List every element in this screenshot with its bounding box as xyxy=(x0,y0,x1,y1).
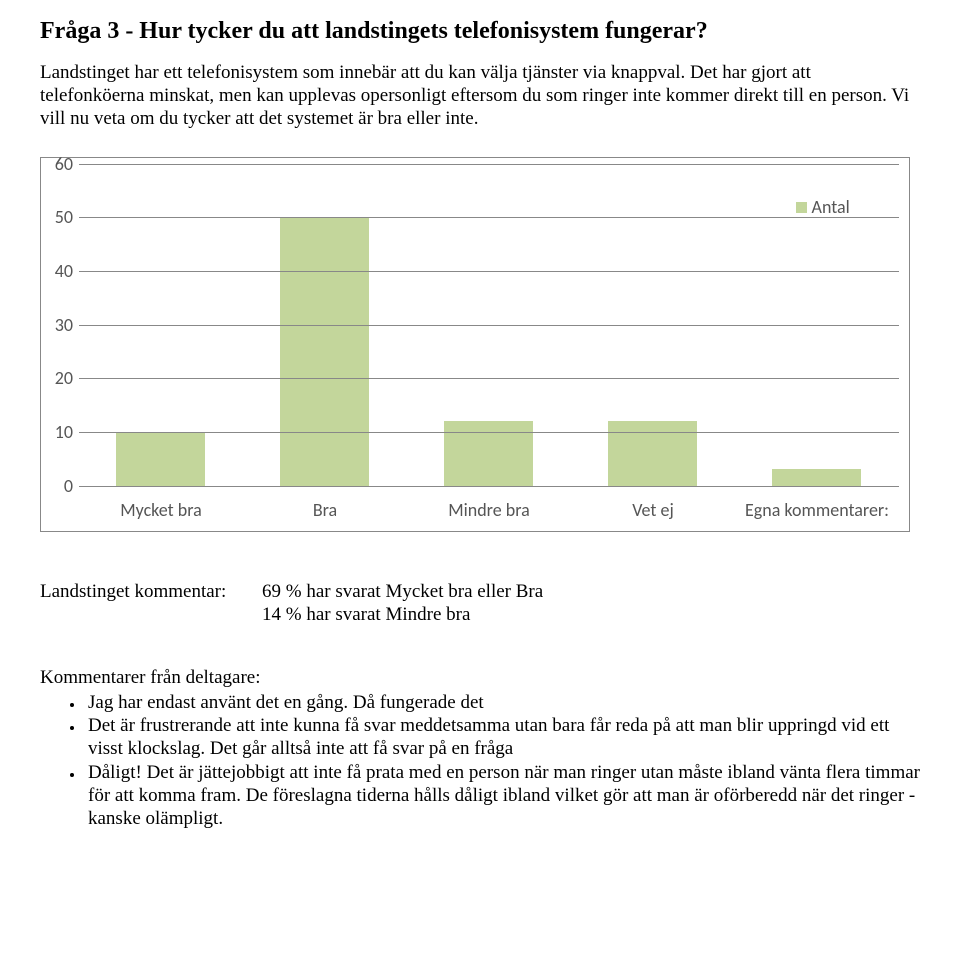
comment-item: Jag har endast använt det en gång. Då fu… xyxy=(84,691,920,714)
bar xyxy=(280,217,368,485)
chart-legend: Antal xyxy=(796,196,850,218)
xtick-label: Bra xyxy=(243,499,407,521)
legend-label: Antal xyxy=(812,196,850,218)
ytick-label: 40 xyxy=(45,260,73,282)
xtick-label: Mindre bra xyxy=(407,499,571,521)
gridline xyxy=(79,432,899,433)
gridline xyxy=(79,164,899,165)
comment-item: Det är frustrerande att inte kunna få sv… xyxy=(84,714,920,760)
bar xyxy=(116,432,204,486)
gridline xyxy=(79,378,899,379)
intro-paragraph: Landstinget har ett telefonisystem som i… xyxy=(40,61,920,131)
deltagare-title: Kommentarer från deltagare: xyxy=(40,667,920,689)
comment-item: Dåligt! Det är jättejobbigt att inte få … xyxy=(84,761,920,831)
comment-list: Jag har endast använt det en gång. Då fu… xyxy=(40,691,920,830)
bar-chart: Antal 0102030405060 Mycket braBraMindre … xyxy=(40,157,910,532)
gridline xyxy=(79,217,899,218)
bar xyxy=(608,421,696,485)
xtick-label: Mycket bra xyxy=(79,499,243,521)
question-heading: Fråga 3 - Hur tycker du att landstingets… xyxy=(40,18,920,45)
gridline xyxy=(79,271,899,272)
xtick-label: Egna kommentarer: xyxy=(735,499,899,521)
gridline xyxy=(79,325,899,326)
ytick-label: 10 xyxy=(45,421,73,443)
xtick-label: Vet ej xyxy=(571,499,735,521)
legend-swatch xyxy=(796,202,807,213)
landstinget-kommentar: Landstinget kommentar: 69 % har svarat M… xyxy=(40,580,920,628)
bar xyxy=(444,421,532,485)
kommentar-label: Landstinget kommentar: xyxy=(40,580,262,628)
kommentar-line: 14 % har svarat Mindre bra xyxy=(262,603,543,627)
bar xyxy=(772,469,860,485)
ytick-label: 60 xyxy=(45,153,73,175)
kommentar-line: 69 % har svarat Mycket bra eller Bra xyxy=(262,580,543,604)
ytick-label: 20 xyxy=(45,367,73,389)
ytick-label: 50 xyxy=(45,206,73,228)
ytick-label: 0 xyxy=(45,475,73,497)
ytick-label: 30 xyxy=(45,314,73,336)
